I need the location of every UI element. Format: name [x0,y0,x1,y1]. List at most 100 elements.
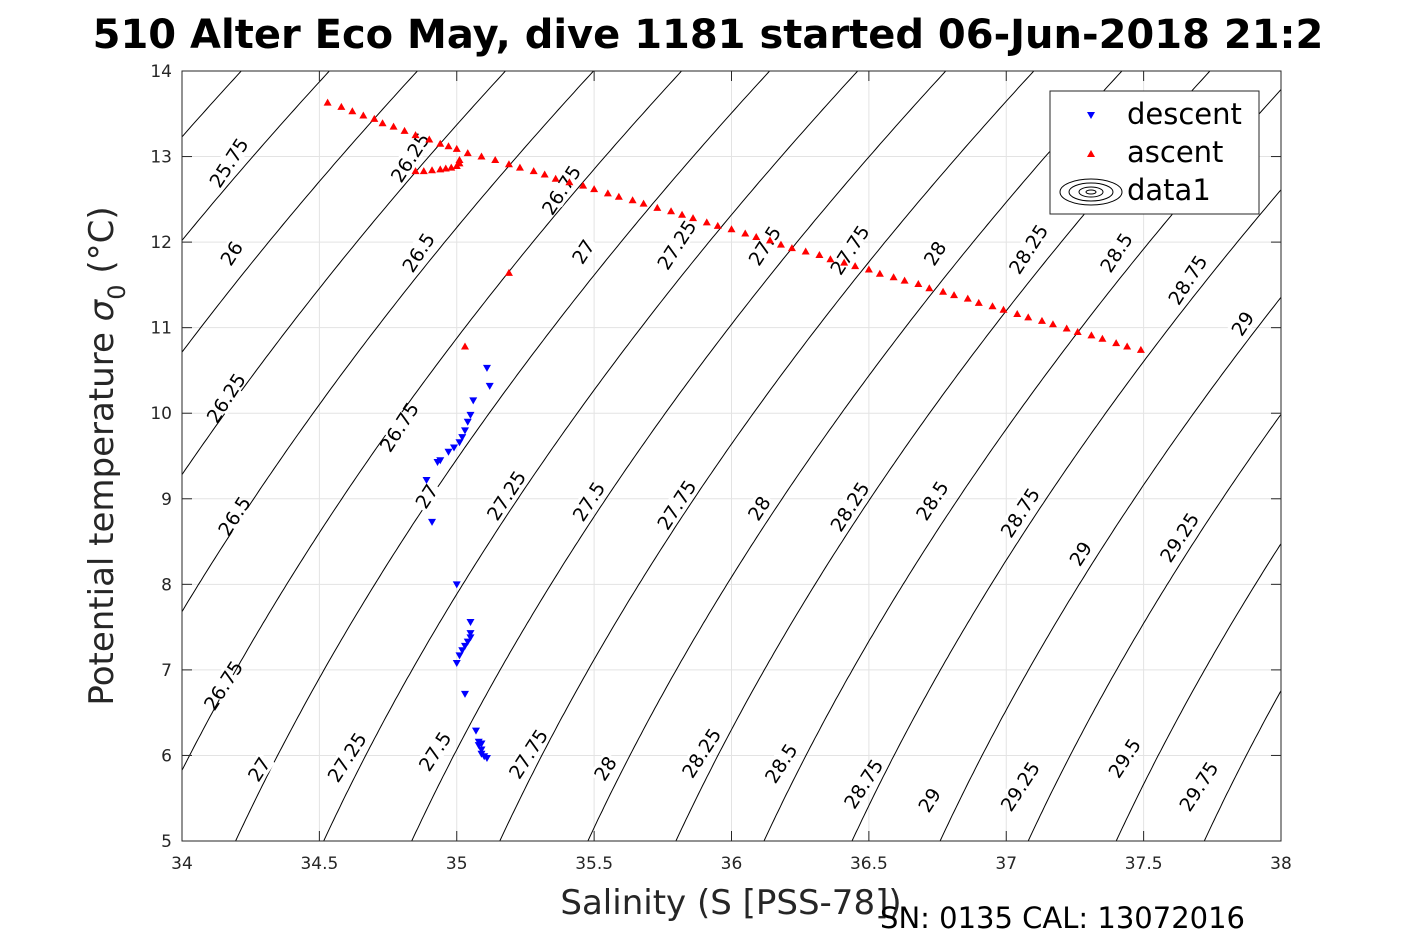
contour-label-bg [916,483,949,518]
contour-line-30 [1203,689,1281,841]
contour-label-bg [660,487,693,522]
contour-label-bg [764,745,797,781]
contour-label-bg [383,409,416,445]
descent-point [466,630,475,638]
legend-box [1049,90,1260,215]
x-tick-label: 38 [1270,854,1292,874]
contour-line-29-75 [1115,542,1281,841]
y-tick-label: 7 [161,661,172,681]
x-tick-label: 36 [721,854,743,874]
ascent-point [428,166,437,174]
ascent-point [455,155,464,163]
contour-label-bg [512,736,545,771]
ascent-point [875,269,884,277]
ascent-point [400,126,409,134]
ascent-point [444,142,453,150]
descent-series [422,364,494,763]
ascent-point [1013,309,1022,317]
descent-point [458,647,467,655]
ascent-point [1024,313,1033,321]
ascent-point [441,164,450,172]
ascent-point [689,214,698,222]
ascent-point [889,273,898,281]
descent-point [452,660,461,668]
contour-label-bg [1003,495,1036,530]
x-tick-label: 36.5 [850,854,888,874]
descent-point [485,382,494,390]
contour-label-bg [1012,231,1045,267]
legend-contour-icon [1059,178,1123,206]
contour-label-bg [918,236,951,271]
descent-point [444,448,453,456]
ascent-point [653,203,662,211]
contour-label-bg [209,380,242,416]
ascent-point [540,170,549,178]
descent-point [482,755,491,763]
ascent-point [491,155,500,163]
y-tick-label: 12 [150,233,172,253]
contour-label-bg [1226,306,1259,341]
descent-point [466,618,475,626]
descent-point [433,458,442,466]
x-tick-label: 34 [171,854,193,874]
ascent-point [603,189,612,197]
ascent-point [864,265,873,273]
ascent-point [614,192,623,200]
contour-label-bg [1064,536,1097,571]
ascent-point [988,302,997,310]
contour-label-bg [394,140,427,175]
contour-label-bg [207,668,240,703]
ascent-point [752,232,761,240]
ascent-point [460,342,469,350]
ascent-point [900,276,909,284]
descent-point [455,439,464,447]
ascent-point [436,165,445,173]
y-tick-label: 10 [150,404,172,424]
contour-line-26-5 [182,71,507,476]
x-tick-label: 37.5 [1125,854,1163,874]
density-contours [182,71,1281,841]
ascent-point [1112,339,1121,347]
ascent-point [999,305,1008,313]
contour-label-bg [913,782,946,818]
descent-point [460,427,469,435]
contour-line-27-5 [323,71,859,841]
contour-line-26 [182,71,330,242]
descent-point [463,638,472,646]
contour-label-bg [330,739,363,775]
contour-line-27-75 [411,71,947,841]
contour-line-26-25 [182,71,419,353]
ascent-point [1136,345,1145,353]
contour-line-28 [499,71,1035,841]
descent-point [469,397,478,405]
legend: descent ascent data1 [1049,90,1260,215]
ascent-point [713,221,722,229]
contour-label-bg [660,227,693,262]
y-axis-label: Potential temperature σ0 (°C) [82,206,131,705]
contour-label-bg [1003,769,1036,804]
x-tick-label: 35 [446,854,468,874]
ascent-point [851,262,860,270]
legend-descent-label: descent [1127,97,1242,131]
contour-label-bg [567,234,600,269]
ascent-point [515,163,524,171]
ascent-series [323,98,1145,353]
descent-point [428,518,437,526]
ascent-point [359,111,368,119]
contour-label-bg [212,145,245,180]
contour-label-bg [410,479,443,514]
ascent-point [452,144,461,152]
contour-label-bg [589,751,622,786]
descent-point [458,434,467,442]
contour-label-bg [833,489,866,524]
ascent-point [815,250,824,258]
contour-label-bg [215,236,248,271]
ascent-point [667,207,676,215]
y-tick-label: 9 [161,490,172,510]
x-tick-label: 35.5 [575,854,613,874]
ascent-point [939,287,948,295]
ascent-point [337,102,346,110]
contour-label-bg [748,228,781,263]
ascent-point [1037,316,1046,324]
